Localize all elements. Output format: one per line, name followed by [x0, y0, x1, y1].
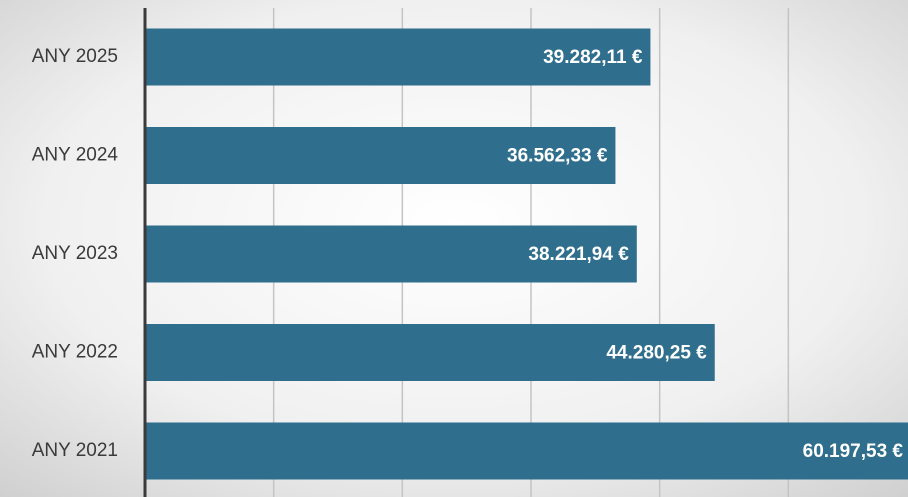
category-label: ANY 2022 — [32, 342, 118, 363]
value-label: 38.221,94 € — [528, 244, 629, 265]
bar — [145, 422, 908, 480]
category-label: ANY 2021 — [32, 440, 118, 461]
value-label: 36.562,33 € — [507, 146, 608, 167]
category-label: ANY 2025 — [32, 46, 118, 67]
value-label: 60.197,53 € — [803, 441, 904, 462]
category-label: ANY 2024 — [32, 145, 119, 166]
bar — [145, 28, 651, 86]
category-label: ANY 2023 — [32, 243, 118, 264]
bar — [145, 127, 616, 184]
value-label: 44.280,25 € — [606, 343, 707, 364]
value-label: 39.282,11 € — [543, 47, 643, 68]
bar — [145, 324, 715, 381]
bar — [145, 225, 637, 283]
